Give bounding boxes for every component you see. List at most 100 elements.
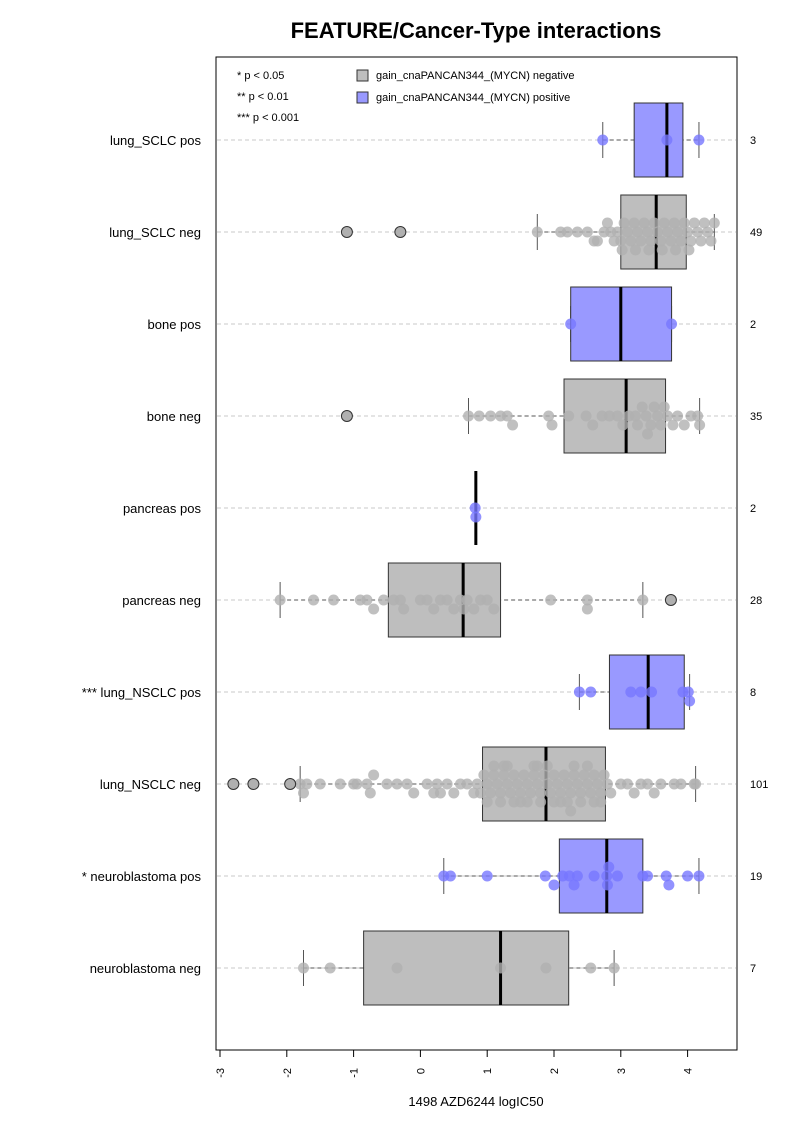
data-point (434, 787, 446, 799)
count-label: 19 (750, 871, 762, 883)
data-point (625, 235, 637, 247)
data-point (565, 318, 577, 330)
data-point (581, 778, 593, 790)
data-point (545, 787, 557, 799)
data-point (408, 787, 420, 799)
data-point (621, 226, 633, 238)
data-point (642, 226, 654, 238)
data-point (528, 769, 540, 781)
data-point (705, 235, 717, 247)
data-point (640, 410, 652, 422)
outlier-point (227, 778, 240, 790)
count-label: 2 (750, 503, 756, 515)
count-label: 101 (750, 779, 768, 791)
data-point (656, 244, 668, 256)
data-point (670, 244, 682, 256)
count-label: 3 (750, 135, 756, 147)
x-axis: -3 -2 -1 0 1 2 3 4 (215, 1049, 695, 1078)
data-point (652, 410, 664, 422)
data-point (495, 962, 507, 974)
data-point (545, 594, 557, 606)
data-point (541, 760, 553, 772)
count-label: 49 (750, 227, 762, 239)
x-axis-label: 1498 AZD6244 logIC50 (408, 1094, 543, 1109)
data-point (448, 603, 460, 615)
tick-label: 4 (683, 1068, 695, 1074)
data-point (685, 235, 697, 247)
data-point (478, 769, 490, 781)
data-point (585, 686, 597, 698)
box (633, 102, 684, 178)
data-point (308, 594, 320, 606)
category-labels: lung_SCLC pos lung_SCLC neg bone pos bone n… (82, 133, 202, 976)
data-point (693, 134, 705, 146)
data-point (515, 796, 527, 808)
data-point (575, 787, 587, 799)
tick-label: -2 (282, 1068, 294, 1078)
data-point (611, 410, 623, 422)
data-point (441, 778, 453, 790)
data-point (621, 778, 633, 790)
data-point (652, 226, 664, 238)
data-point (501, 410, 513, 422)
data-point (588, 769, 600, 781)
data-point (618, 217, 630, 229)
tick-label: 3 (616, 1068, 628, 1074)
data-point (617, 419, 629, 431)
data-point (692, 226, 704, 238)
data-point (581, 603, 593, 615)
data-point (351, 778, 363, 790)
legend-swatch (356, 91, 369, 104)
data-point (485, 410, 497, 422)
data-point (675, 778, 687, 790)
category-label: lung_SCLC neg (109, 225, 201, 240)
data-point (655, 235, 667, 247)
data-point (328, 594, 340, 606)
data-point (398, 603, 410, 615)
data-point (498, 769, 510, 781)
data-point (469, 502, 481, 514)
legend: * p < 0.05 ** p < 0.01 *** p < 0.001 gain_c… (237, 69, 575, 124)
data-point (314, 778, 326, 790)
data-point (505, 787, 517, 799)
outlier-point (284, 778, 297, 790)
significance-legend-item: ** p < 0.01 (237, 91, 289, 103)
category-label: lung_SCLC pos (110, 133, 202, 148)
tick-label: 1 (482, 1068, 494, 1074)
tick-label: -3 (215, 1068, 227, 1078)
data-point (298, 962, 309, 974)
data-point (571, 778, 583, 790)
legend-label: gain_cnaPANCAN344_(MYCN) positive (376, 92, 570, 104)
data-point (662, 410, 674, 422)
data-point (441, 594, 453, 606)
data-point (538, 769, 550, 781)
data-point (481, 778, 493, 790)
data-point (672, 410, 684, 422)
count-label: 2 (750, 319, 756, 331)
data-point (535, 787, 547, 799)
data-point (632, 419, 643, 431)
data-point (548, 879, 560, 891)
data-point (541, 778, 553, 790)
data-point (658, 217, 670, 229)
data-point (378, 594, 390, 606)
data-point (563, 410, 575, 422)
data-point (693, 870, 705, 882)
data-point (458, 603, 470, 615)
data-point (498, 760, 510, 772)
data-point (601, 870, 613, 882)
data-point (601, 879, 613, 891)
tick-label: 2 (549, 1068, 561, 1074)
data-point (555, 787, 567, 799)
data-point (495, 787, 507, 799)
data-point (508, 769, 520, 781)
data-point (543, 410, 555, 422)
data-point (667, 419, 679, 431)
data-point (666, 318, 678, 330)
tick-label: 0 (415, 1068, 427, 1074)
data-point (658, 401, 670, 413)
category-label: pancreas neg (122, 593, 201, 608)
data-point (473, 410, 485, 422)
data-point (684, 695, 696, 707)
